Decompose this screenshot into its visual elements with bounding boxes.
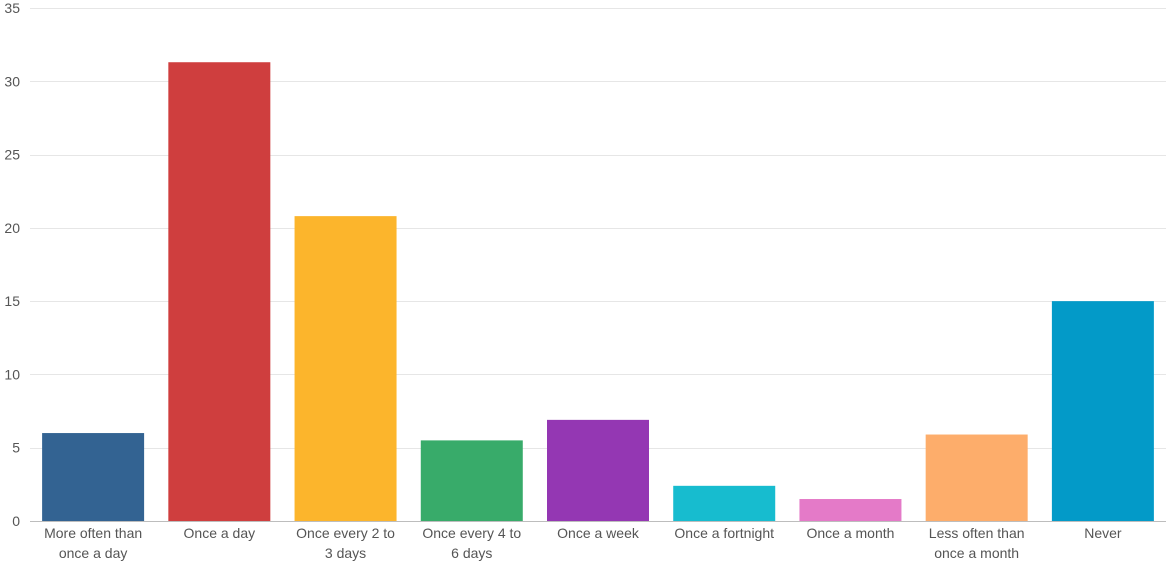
bar[interactable] [420,440,523,521]
bar[interactable] [168,62,271,521]
bars [42,62,1154,522]
y-tick-label: 25 [4,147,20,163]
x-tick-label-line: Once a week [557,525,640,541]
x-tick-label-line: once a day [59,545,128,561]
x-axis-labels: More often than once a day Once a day Once … [44,525,1122,561]
x-tick-label: Once a fortnight [674,525,774,541]
y-tick-label: 15 [4,293,20,309]
x-tick-label-line: Once a month [806,525,894,541]
x-tick-label-line: Once every 2 to [296,525,395,541]
y-tick-label: 0 [12,513,20,529]
bar[interactable] [925,434,1028,521]
x-tick-label-line: once a month [934,545,1019,561]
x-tick-label-line: Never [1084,525,1122,541]
x-tick-label-line: 6 days [451,545,492,561]
y-tick-label: 35 [4,0,20,16]
x-tick-label: Once every 4 to 6 days [422,525,521,561]
bar[interactable] [547,419,649,521]
x-tick-label: Once every 2 to 3 days [296,525,395,561]
y-axis-ticks: 0 5 10 15 20 25 30 35 [4,0,20,529]
x-tick-label: More often than once a day [44,525,142,561]
x-tick-label: Once a month [806,525,894,541]
x-tick-label: Never [1084,525,1122,541]
y-tick-label: 5 [12,440,20,456]
x-tick-label: Once a week [557,525,640,541]
x-tick-label-line: Once a fortnight [674,525,774,541]
x-tick-label: Less often than once a month [929,525,1025,561]
bar[interactable] [42,433,145,521]
x-tick-label-line: 3 days [325,545,366,561]
x-tick-label-line: Less often than [929,525,1025,541]
bar[interactable] [294,216,397,522]
x-tick-label: Once a day [184,525,256,541]
bar[interactable] [673,485,776,521]
x-tick-label-line: Once a day [184,525,256,541]
y-tick-label: 10 [4,366,20,382]
y-tick-label: 20 [4,220,20,236]
y-tick-label: 30 [4,73,20,89]
x-tick-label-line: More often than [44,525,142,541]
x-tick-label-line: Once every 4 to [422,525,521,541]
bar[interactable] [799,499,902,521]
bar[interactable] [1051,301,1154,521]
